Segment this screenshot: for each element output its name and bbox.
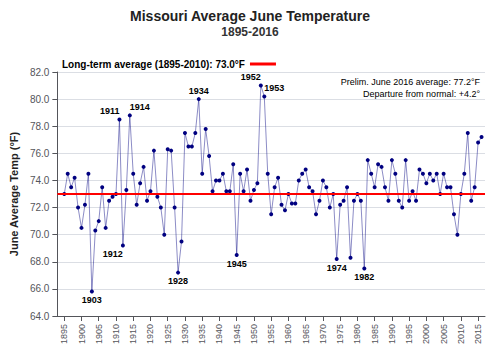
svg-text:Prelim. June 2016 average: 77.: Prelim. June 2016 average: 77.2°F [341, 77, 481, 87]
svg-text:1982: 1982 [354, 272, 374, 282]
svg-text:1915: 1915 [128, 324, 138, 344]
svg-text:1910: 1910 [111, 324, 121, 344]
svg-text:1985: 1985 [370, 324, 380, 344]
svg-text:1945: 1945 [227, 259, 247, 269]
svg-text:64.0: 64.0 [30, 311, 50, 322]
svg-text:1895-2016: 1895-2016 [221, 25, 279, 39]
svg-text:1975: 1975 [335, 324, 345, 344]
svg-text:1990: 1990 [387, 324, 397, 344]
svg-text:2015: 2015 [473, 324, 483, 344]
svg-text:1934: 1934 [189, 86, 209, 96]
svg-text:1911: 1911 [100, 106, 120, 116]
svg-text:1920: 1920 [145, 324, 155, 344]
svg-text:Departure from normal: +4.2°: Departure from normal: +4.2° [363, 89, 480, 99]
svg-text:2010: 2010 [456, 324, 466, 344]
svg-text:2000: 2000 [421, 324, 431, 344]
svg-text:80.0: 80.0 [30, 94, 50, 105]
svg-text:Missouri Average June Temperat: Missouri Average June Temperature [130, 8, 370, 24]
svg-text:1980: 1980 [352, 324, 362, 344]
svg-text:1912: 1912 [103, 249, 123, 259]
svg-text:2005: 2005 [439, 324, 449, 344]
svg-text:1955: 1955 [266, 324, 276, 344]
svg-text:1914: 1914 [130, 102, 150, 112]
svg-text:1900: 1900 [77, 324, 87, 344]
svg-text:1953: 1953 [264, 83, 284, 93]
svg-text:1903: 1903 [82, 295, 102, 305]
svg-text:1945: 1945 [232, 324, 242, 344]
svg-text:78.0: 78.0 [30, 121, 50, 132]
svg-text:72.0: 72.0 [30, 202, 50, 213]
svg-text:1974: 1974 [327, 263, 347, 273]
svg-text:1970: 1970 [318, 324, 328, 344]
svg-text:1925: 1925 [163, 324, 173, 344]
svg-text:66.0: 66.0 [30, 283, 50, 294]
svg-text:Long-term average (1895-2010):: Long-term average (1895-2010): 73.0°F [62, 59, 245, 70]
svg-text:1960: 1960 [283, 324, 293, 344]
svg-text:68.0: 68.0 [30, 256, 50, 267]
svg-text:1905: 1905 [94, 324, 104, 344]
svg-text:1995: 1995 [404, 324, 414, 344]
svg-text:1940: 1940 [214, 324, 224, 344]
svg-text:70.0: 70.0 [30, 229, 50, 240]
svg-text:82.0: 82.0 [30, 67, 50, 78]
svg-text:74.0: 74.0 [30, 175, 50, 186]
svg-text:1950: 1950 [249, 324, 259, 344]
svg-text:June Average Temp (°F): June Average Temp (°F) [8, 131, 20, 256]
svg-text:1935: 1935 [197, 324, 207, 344]
svg-text:1952: 1952 [241, 72, 261, 82]
svg-text:76.0: 76.0 [30, 148, 50, 159]
svg-text:1928: 1928 [168, 276, 188, 286]
svg-text:1965: 1965 [301, 324, 311, 344]
svg-text:1930: 1930 [180, 324, 190, 344]
svg-text:1895: 1895 [59, 324, 69, 344]
